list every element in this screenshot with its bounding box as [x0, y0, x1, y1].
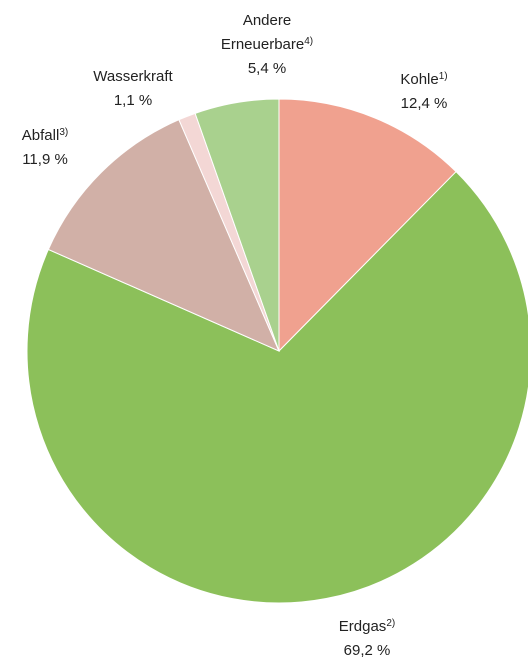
category-name: Andere Erneuerbare	[220, 12, 305, 53]
category-name: Abfall	[21, 127, 60, 144]
slice-label: Andere Erneuerbare4) 5,4 %	[217, 9, 317, 81]
slice-label: Abfall3) 11,9 %	[0, 124, 105, 172]
footnote-mark: 1)	[438, 71, 448, 82]
pie-slice	[26, 170, 528, 604]
value-label: 1,1 %	[113, 92, 153, 109]
value-label: 12,4 %	[400, 95, 448, 112]
slice-label: Kohle1) 12,4 %	[354, 68, 494, 116]
footnote-mark: 4)	[304, 36, 314, 47]
slice-label: Erdgas2) 69,2 %	[297, 615, 437, 662]
value-label: 5,4 %	[247, 60, 287, 77]
value-label: 11,9 %	[22, 151, 68, 168]
pie-slice	[194, 98, 280, 352]
pie-slice	[47, 119, 280, 352]
category-name: Wasserkraft	[93, 68, 173, 85]
footnote-mark: 2)	[386, 618, 396, 629]
value-label: 69,2 %	[343, 642, 391, 659]
category-name: Erdgas	[338, 618, 387, 635]
slice-label: Wasserkraft 1,1 %	[63, 65, 203, 113]
category-name: Kohle	[400, 71, 439, 88]
footnote-mark: 3)	[59, 127, 69, 138]
pie-slice	[278, 98, 457, 353]
